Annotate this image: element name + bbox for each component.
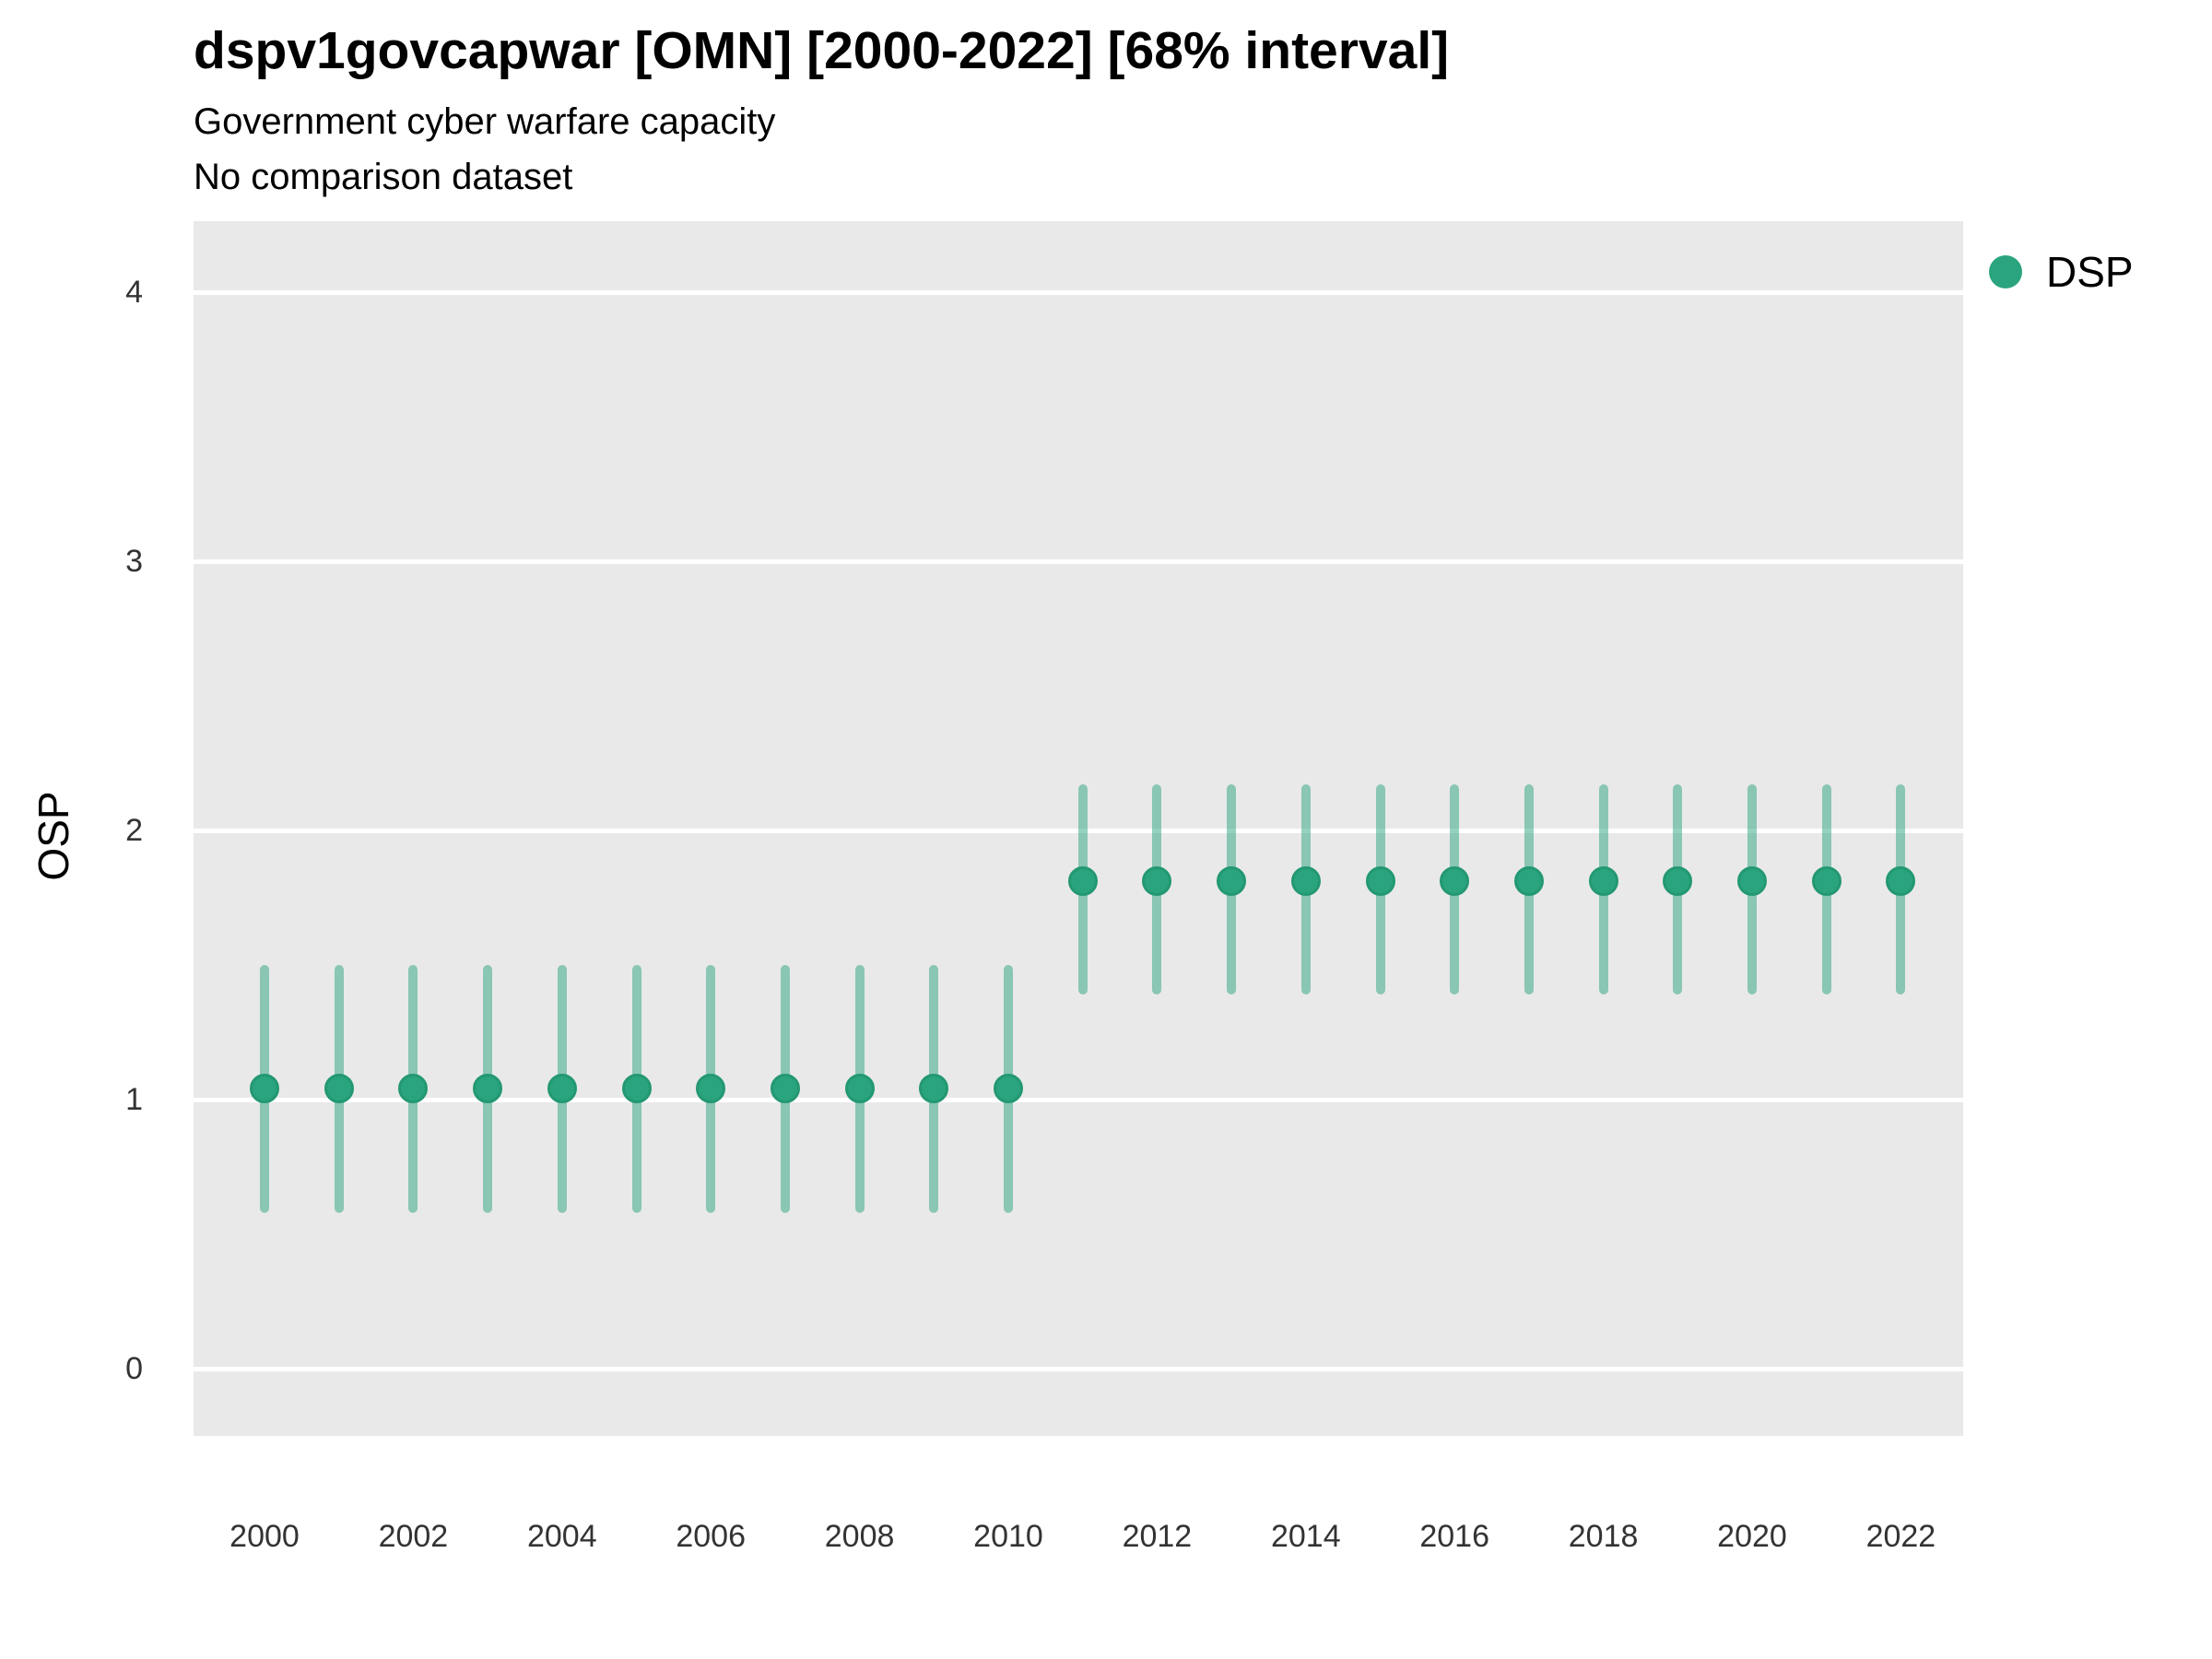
y-tick-label: 0 — [125, 1351, 143, 1386]
data-point — [250, 1074, 279, 1104]
data-point — [1440, 866, 1470, 897]
x-tick-label: 2020 — [1717, 1519, 1787, 1554]
data-point — [1217, 866, 1247, 897]
data-point — [1290, 866, 1321, 897]
x-tick-label: 2002 — [378, 1519, 449, 1554]
gridline — [194, 1098, 1963, 1102]
legend-marker-icon — [1989, 255, 2022, 288]
x-tick-label: 2016 — [1419, 1519, 1489, 1554]
y-tick-label: 1 — [125, 1082, 143, 1117]
y-tick-label: 4 — [125, 275, 143, 310]
x-tick-label: 2010 — [973, 1519, 1043, 1554]
gridline — [194, 559, 1963, 564]
data-point — [324, 1074, 354, 1104]
data-point — [1067, 866, 1098, 897]
x-tick-label: 2012 — [1122, 1519, 1193, 1554]
data-point — [473, 1074, 503, 1104]
legend-series-label: DSP — [2046, 248, 2134, 296]
data-point — [621, 1074, 652, 1104]
chart-note: No comparison dataset — [194, 157, 573, 197]
chart-subtitle: Government cyber warfare capacity — [194, 101, 776, 142]
data-point — [398, 1074, 429, 1104]
data-point — [1513, 866, 1544, 897]
x-tick-label: 2008 — [824, 1519, 895, 1554]
data-point — [1737, 866, 1767, 897]
data-point — [1663, 866, 1693, 897]
data-point — [844, 1074, 875, 1104]
data-point — [1811, 866, 1841, 897]
data-point — [1142, 866, 1172, 897]
chart-title: dspv1govcapwar [OMN] [2000-2022] [68% in… — [194, 21, 1450, 80]
y-tick-label: 2 — [125, 813, 143, 848]
x-tick-label: 2006 — [676, 1519, 746, 1554]
x-tick-label: 2014 — [1270, 1519, 1341, 1554]
y-tick-label: 3 — [125, 544, 143, 579]
x-tick-label: 2000 — [229, 1519, 300, 1554]
data-point — [919, 1074, 949, 1104]
data-point — [1886, 866, 1916, 897]
x-tick-label: 2022 — [1865, 1519, 1936, 1554]
x-tick-label: 2018 — [1568, 1519, 1639, 1554]
data-point — [1365, 866, 1395, 897]
legend: DSP — [1989, 251, 2134, 293]
x-tick-label: 2004 — [526, 1519, 597, 1554]
data-point — [696, 1074, 726, 1104]
data-point — [547, 1074, 577, 1104]
data-point — [770, 1074, 800, 1104]
gridline — [194, 1367, 1963, 1371]
data-point — [994, 1074, 1023, 1104]
gridline — [194, 290, 1963, 295]
data-point — [1588, 866, 1618, 897]
